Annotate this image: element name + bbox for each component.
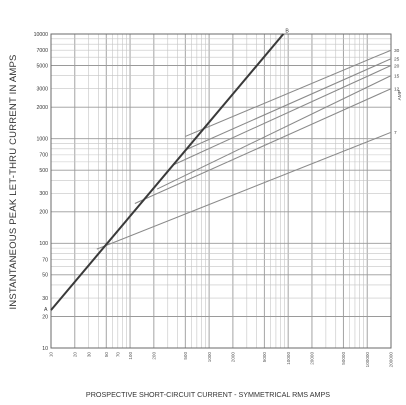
curve-label: 25 <box>394 57 400 63</box>
series-line <box>185 49 392 137</box>
x-tick-label: 5000 <box>262 352 267 363</box>
x-tick-label: 50 <box>104 352 109 358</box>
reference-label-b: B <box>285 29 289 35</box>
y-tick-label: 5000 <box>36 63 48 69</box>
reference-line-ab <box>50 33 285 311</box>
y-tick-label: 500 <box>39 168 48 174</box>
y-tick-label: 50 <box>42 273 48 279</box>
reference-line: AB <box>44 29 289 314</box>
y-tick-labels: 10 20 30 50 70 100 200 300 500 700 1000 2000 3000 500… <box>34 32 49 352</box>
series-lines <box>96 49 392 250</box>
x-tick-label: 100 <box>128 352 133 360</box>
series-line <box>96 131 392 250</box>
x-tick-label: 30 <box>86 352 91 358</box>
x-tick-label: 100000 <box>365 352 370 368</box>
reference-label-a: A <box>44 307 48 313</box>
y-tick-label: 300 <box>39 191 48 197</box>
y-tick-label: 100 <box>39 241 48 247</box>
x-tick-label: 500 <box>183 352 188 360</box>
y-tick-label: 20 <box>42 314 48 320</box>
y-tick-label: 10000 <box>34 32 49 38</box>
x-tick-label: 50000 <box>341 352 346 365</box>
curve-label: 7 <box>394 130 397 136</box>
series-line <box>185 58 392 151</box>
y-tick-label: 1000 <box>36 136 48 142</box>
y-tick-label: 700 <box>39 153 48 159</box>
x-tick-label: 1000 <box>207 352 212 363</box>
y-tick-label: 30 <box>42 296 48 302</box>
curve-label: 15 <box>394 73 400 79</box>
x-tick-label: 70 <box>116 352 121 358</box>
curve-unit-label: AMP <box>397 90 403 100</box>
x-tick-label: 10000 <box>286 352 291 365</box>
y-tick-label: 7000 <box>36 48 48 54</box>
x-tick-labels: 10 20 30 50 70 100 200 500 1000 2000 5000 10000 2000… <box>49 352 394 368</box>
x-axis-label: PROSPECTIVE SHORT-CIRCUIT CURRENT - SYMM… <box>86 390 330 399</box>
y-tick-label: 2000 <box>36 105 48 111</box>
grid <box>50 33 392 349</box>
curve-label: 20 <box>394 63 400 69</box>
x-tick-label: 20 <box>72 352 77 358</box>
series-line <box>134 88 392 205</box>
curve-label: 30 <box>394 48 400 54</box>
x-tick-label: 200 <box>152 352 157 360</box>
y-tick-label: 3000 <box>36 87 48 93</box>
x-tick-label: 200000 <box>389 352 394 368</box>
x-tick-label: 20000 <box>310 352 315 365</box>
curve-label: 12 <box>394 87 400 93</box>
x-tick-label: 10 <box>49 352 54 358</box>
x-tick-label: 2000 <box>231 352 236 363</box>
series-line <box>172 65 392 166</box>
y-tick-label: 10 <box>42 346 48 352</box>
y-tick-label: 200 <box>39 210 48 216</box>
plot-border <box>50 33 392 349</box>
y-axis-label: INSTANTANEOUS PEAK LET-THRU CURRENT IN A… <box>8 54 19 309</box>
series-line <box>156 75 392 190</box>
y-tick-label: 70 <box>42 257 48 263</box>
